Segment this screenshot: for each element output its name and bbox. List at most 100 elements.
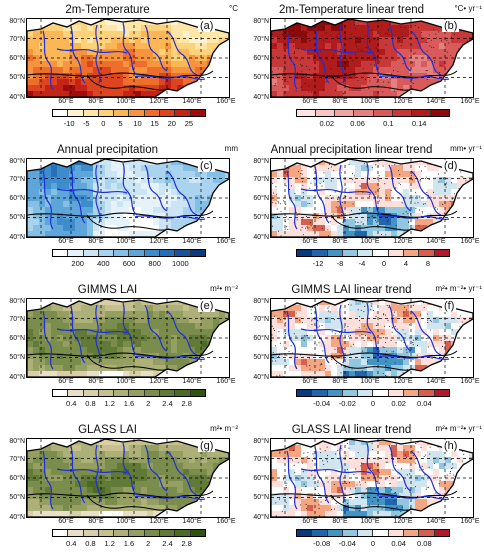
lon-label: 80°E <box>332 238 347 245</box>
grid-cell <box>277 171 284 178</box>
grid-cell <box>427 183 434 190</box>
colorbar-tick-label: 10 <box>133 119 141 128</box>
grid-cell <box>391 359 398 366</box>
grid-cell <box>141 79 148 86</box>
significance-dot <box>354 24 355 25</box>
significance-dot <box>322 460 323 461</box>
grid-cell <box>213 219 220 226</box>
grid-cell <box>349 451 356 458</box>
grid-cell <box>51 91 58 97</box>
grid-cell <box>171 213 178 220</box>
grid-cell <box>385 511 392 517</box>
grid-cell <box>117 499 124 506</box>
grid-cell <box>397 445 404 452</box>
grid-cell <box>457 481 464 488</box>
significance-dot <box>304 484 305 485</box>
grid-cell <box>189 311 196 318</box>
significance-dot <box>427 314 428 315</box>
significance-dot <box>368 88 369 89</box>
colorbar-cell <box>114 250 129 256</box>
grid-cell <box>177 511 184 517</box>
grid-cell <box>301 451 308 458</box>
significance-dot <box>370 309 371 310</box>
significance-dot <box>308 91 309 92</box>
grid-cell <box>349 323 356 330</box>
significance-dot <box>363 224 364 225</box>
grid-cell <box>427 49 434 56</box>
significance-dot <box>369 207 370 208</box>
grid-cell <box>451 79 458 86</box>
grid-cell <box>219 365 226 372</box>
grid-cell <box>343 463 350 470</box>
grid-cell <box>361 463 368 470</box>
grid-cell <box>51 219 58 226</box>
grid-cell <box>289 85 296 92</box>
grid-cell <box>343 317 350 324</box>
colorbar <box>296 249 450 257</box>
grid-cell <box>51 79 58 86</box>
significance-dot <box>277 36 278 37</box>
grid-cell <box>277 49 284 56</box>
significance-dot <box>376 325 377 326</box>
grid-cell <box>397 317 404 324</box>
colorbar-cell <box>312 390 327 396</box>
grid-cell <box>105 359 112 366</box>
significance-dot <box>272 71 273 72</box>
significance-dot <box>272 326 273 327</box>
grid-cell <box>451 505 458 512</box>
grid-cell <box>51 311 58 318</box>
grid-cell <box>171 219 178 226</box>
grid-cell <box>153 457 160 464</box>
grid-cell <box>165 341 172 348</box>
significance-dot <box>430 320 431 321</box>
significance-dot <box>470 30 471 31</box>
grid-cell <box>111 207 118 214</box>
grid-cell <box>81 171 88 178</box>
lon-label: 140°E <box>426 378 445 385</box>
grid-cell <box>207 85 214 92</box>
grid-cell <box>403 499 410 506</box>
grid-cell <box>349 499 356 506</box>
significance-dot <box>422 466 423 467</box>
grid-cell <box>159 171 166 178</box>
significance-dot <box>426 177 427 178</box>
significance-dot <box>294 57 295 58</box>
lon-label: 160°E <box>216 238 235 245</box>
significance-dot <box>385 375 386 376</box>
significance-dot <box>419 209 420 210</box>
grid-cell <box>153 225 160 232</box>
grid-cell <box>271 359 278 366</box>
significance-dot <box>463 454 464 455</box>
significance-dot <box>304 340 305 341</box>
grid-cell <box>171 329 178 336</box>
grid-cell <box>225 469 229 476</box>
significance-dot <box>359 209 360 210</box>
colorbar-cell <box>68 390 83 396</box>
grid-cell <box>69 341 76 348</box>
grid-cell <box>33 317 40 324</box>
significance-dot <box>451 37 452 38</box>
grid-cell <box>219 219 226 226</box>
grid-cell <box>69 487 76 494</box>
significance-dot <box>359 481 360 482</box>
grid-cell <box>111 183 118 190</box>
significance-dot <box>470 220 471 221</box>
grid-cell <box>433 311 440 318</box>
significance-dot <box>292 31 293 32</box>
grid-cell <box>27 19 34 26</box>
colorbar-tick-label: -0.02 <box>339 399 356 408</box>
lon-label: 80°E <box>88 238 103 245</box>
significance-dot <box>273 21 274 22</box>
significance-dot <box>460 171 461 172</box>
grid-cell <box>409 317 416 324</box>
grid-cell <box>159 499 166 506</box>
significance-dot <box>369 505 370 506</box>
significance-dot <box>283 200 284 201</box>
grid-cell <box>39 67 46 74</box>
grid-cell <box>451 365 458 372</box>
grid-cell <box>117 79 124 86</box>
significance-dot <box>323 172 324 173</box>
significance-dot <box>285 229 286 230</box>
colorbar-cell <box>129 250 144 256</box>
grid-cell <box>135 183 142 190</box>
